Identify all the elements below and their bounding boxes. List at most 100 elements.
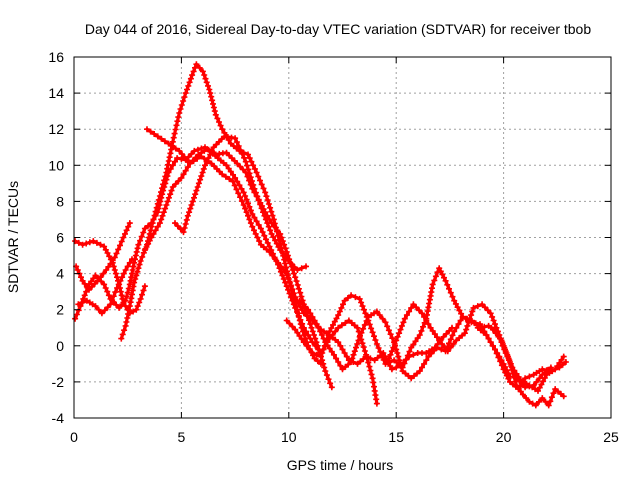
axis-ticks: 0 5 10 15 20 25 -4 -2 0 2 4 6 8 10 12 14 16 — [48, 49, 619, 445]
data-point — [536, 384, 543, 391]
data-point — [75, 301, 82, 308]
data-point — [137, 258, 144, 264]
data-point — [406, 308, 413, 315]
data-point — [319, 350, 326, 356]
data-point — [505, 375, 512, 382]
data-point — [134, 268, 141, 275]
data-point — [159, 212, 166, 219]
data-point — [116, 304, 123, 311]
data-point — [461, 330, 468, 337]
data-point — [468, 312, 475, 319]
data-point — [351, 348, 358, 355]
data-point — [416, 368, 423, 375]
data-point — [240, 202, 247, 208]
data-point — [178, 102, 185, 108]
data-point — [348, 292, 355, 299]
data-point — [456, 307, 463, 314]
data-point — [175, 114, 182, 121]
data-point — [508, 363, 515, 369]
x-axis-label: GPS time / hours — [287, 457, 394, 473]
data-point — [149, 220, 156, 227]
data-point — [117, 277, 124, 284]
data-point — [234, 160, 241, 167]
data-point — [358, 299, 365, 306]
data-point — [272, 256, 279, 263]
data-point — [434, 344, 440, 351]
data-point — [245, 212, 251, 219]
data-point — [538, 381, 545, 388]
data-point — [312, 342, 319, 349]
data-point — [165, 140, 172, 147]
data-point — [183, 216, 190, 223]
data-point — [339, 346, 346, 353]
data-point — [156, 220, 163, 227]
data-point — [325, 376, 332, 383]
y-tick-label: 0 — [56, 338, 64, 354]
data-point — [322, 368, 329, 375]
data-point — [326, 328, 333, 335]
data-point — [320, 346, 327, 353]
data-point — [280, 267, 287, 273]
data-point — [474, 303, 481, 310]
data-point — [419, 310, 425, 317]
data-point — [504, 351, 511, 358]
data-point — [332, 328, 339, 335]
data-point — [260, 185, 267, 192]
data-point — [438, 346, 445, 353]
data-point — [559, 361, 566, 368]
data-point — [177, 106, 184, 112]
data-point — [349, 355, 356, 362]
data-point — [437, 268, 444, 275]
data-point — [410, 341, 417, 348]
data-point — [260, 209, 266, 216]
data-point — [367, 355, 374, 362]
data-point — [230, 171, 236, 178]
data-point — [526, 398, 533, 405]
data-point — [326, 345, 333, 352]
data-point — [164, 198, 171, 205]
data-point — [257, 201, 264, 208]
data-point — [138, 233, 145, 240]
y-tick-label: 12 — [48, 121, 64, 137]
data-point — [294, 267, 301, 273]
data-point — [151, 212, 158, 219]
data-point — [268, 230, 275, 237]
data-point — [122, 267, 129, 273]
data-point — [174, 155, 181, 162]
data-point — [176, 147, 183, 154]
data-point — [137, 295, 144, 302]
data-point — [512, 378, 519, 385]
data-point — [311, 317, 318, 324]
data-point — [122, 297, 129, 304]
data-point — [389, 335, 396, 342]
data-point — [368, 325, 375, 332]
data-point — [350, 351, 357, 358]
data-point — [428, 350, 435, 357]
data-point — [294, 329, 301, 336]
data-point — [272, 224, 279, 231]
data-point — [451, 297, 458, 304]
data-point — [160, 209, 167, 216]
data-point — [237, 147, 244, 153]
data-point — [519, 378, 526, 385]
data-point — [421, 313, 428, 320]
data-point — [416, 307, 423, 314]
data-point — [444, 281, 451, 288]
data-point — [257, 225, 264, 232]
data-point — [246, 216, 253, 223]
data-point — [202, 162, 208, 169]
data-point — [384, 359, 391, 365]
data-point — [93, 239, 100, 246]
data-point — [436, 337, 443, 344]
data-point — [107, 301, 114, 308]
data-point — [307, 310, 314, 317]
data-point — [181, 154, 188, 161]
data-series-group — [72, 61, 569, 409]
data-point — [130, 308, 137, 315]
data-point — [191, 147, 198, 154]
data-point — [547, 398, 554, 405]
data-point — [270, 216, 277, 223]
data-point — [388, 348, 395, 355]
data-point — [211, 108, 218, 115]
data-point — [79, 241, 86, 248]
